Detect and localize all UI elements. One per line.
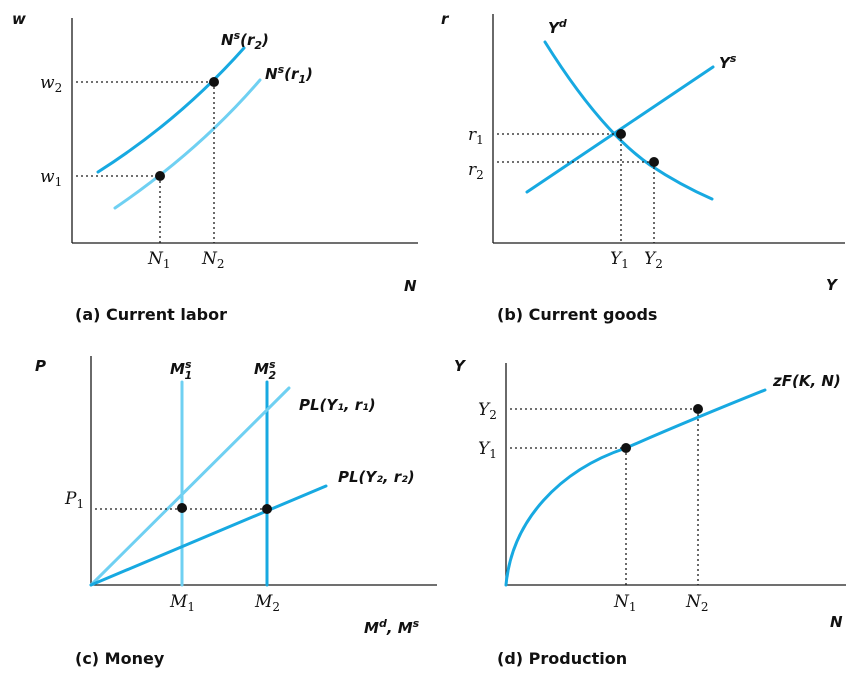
panel-b-tick-r1: r1 xyxy=(468,125,484,147)
panel-b-label-yd: Yd xyxy=(548,17,567,37)
panel-b-y-axis-label: r xyxy=(441,10,450,28)
panel-d-production: Y N zF(K, N) Y2 Y1 N1 N2 (d) Production xyxy=(454,357,846,668)
panel-d-x-axis-label: N xyxy=(830,613,843,631)
panel-c-x-axis-label: Md, Ms xyxy=(364,617,420,637)
panel-b-tick-y1: Y1 xyxy=(610,249,629,271)
panel-b-label-ys: Ys xyxy=(719,52,737,72)
panel-d-tick-n2: N2 xyxy=(685,592,709,614)
panel-d-point-1 xyxy=(621,443,631,453)
panel-a-tick-w1: w1 xyxy=(40,167,62,189)
panel-c-label-pl1: PL(Y₁, r₁) xyxy=(299,396,376,414)
panel-c-tick-m2: M2 xyxy=(254,592,280,614)
panel-a-tick-n2: N2 xyxy=(201,249,225,271)
panel-a-curve-ns-r2 xyxy=(96,46,246,174)
panel-c-label-ms2: Ms 2 xyxy=(254,358,277,382)
panel-a-label-ns-r1: Ns(r1) xyxy=(265,63,313,86)
panel-b-caption: (b) Current goods xyxy=(497,305,657,324)
panel-b-curve-yd xyxy=(543,40,714,201)
panel-c-point-2 xyxy=(262,504,272,514)
panel-c-money: P Md, Ms Ms 1 Ms 2 PL(Y₁, r₁) PL(Y₂, r₂) P… xyxy=(35,356,437,668)
panel-c-curve-pl2 xyxy=(89,484,328,587)
panel-a-point-high xyxy=(209,77,219,87)
panel-b-x-axis-label: Y xyxy=(826,276,839,294)
panel-d-tick-n1: N1 xyxy=(613,592,637,614)
panel-d-point-2 xyxy=(693,404,703,414)
panel-c-tick-m1: M1 xyxy=(169,592,195,614)
panel-d-tick-y2: Y2 xyxy=(478,400,497,422)
panel-b-point-shifted xyxy=(649,157,659,167)
panel-b-current-goods: r Y Yd Ys r1 r2 Y1 Y2 (b) Current goods xyxy=(441,10,845,324)
panel-d-caption: (d) Production xyxy=(497,649,627,668)
panel-a-curve-ns-r1 xyxy=(113,78,262,210)
panel-a-label-ns-r2: Ns(r2) xyxy=(221,29,269,52)
panel-a-current-labor: w N Ns(r2) Ns(r1) w2 w1 N1 N2 (a) Curren… xyxy=(12,10,418,324)
panel-d-label-production: zF(K, N) xyxy=(772,372,841,390)
panel-d-tick-y1: Y1 xyxy=(478,439,497,461)
panel-a-tick-w2: w2 xyxy=(40,73,62,95)
panel-d-y-axis-label: Y xyxy=(454,357,467,375)
panel-d-curve-production xyxy=(504,388,767,587)
panel-a-y-axis-label: w xyxy=(12,10,26,28)
panel-c-tick-p1: P1 xyxy=(64,489,84,511)
panel-a-caption: (a) Current labor xyxy=(75,305,227,324)
panel-b-tick-r2: r2 xyxy=(468,160,484,182)
panel-c-y-axis-label: P xyxy=(35,357,46,375)
panel-c-label-ms1: Ms 1 xyxy=(170,358,192,382)
panel-a-tick-n1: N1 xyxy=(147,249,171,271)
panel-b-point-equilibrium xyxy=(616,129,626,139)
panel-c-point-1 xyxy=(177,503,187,513)
panel-c-label-pl2: PL(Y₂, r₂) xyxy=(338,468,415,486)
panel-b-tick-y2: Y2 xyxy=(644,249,663,271)
panel-c-curve-pl1 xyxy=(89,386,291,587)
panel-a-x-axis-label: N xyxy=(404,277,417,295)
panel-a-point-low xyxy=(155,171,165,181)
panel-c-caption: (c) Money xyxy=(75,649,165,668)
